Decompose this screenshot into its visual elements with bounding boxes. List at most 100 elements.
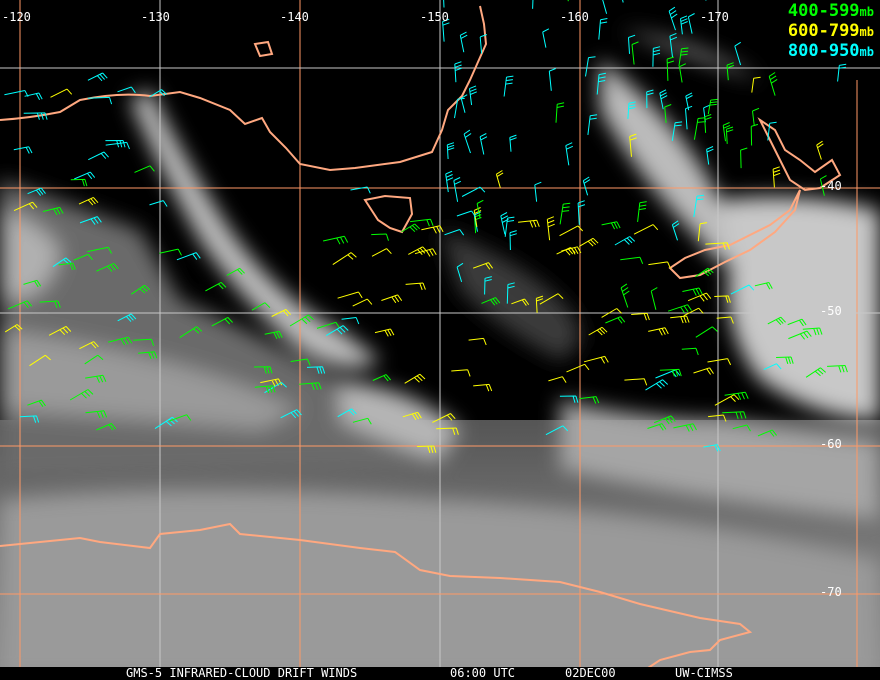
wind-barb [352, 298, 373, 307]
wind-barb [734, 41, 742, 66]
wind-barb [463, 129, 472, 154]
wind-barb [417, 445, 437, 454]
wind-barb [402, 411, 422, 421]
wind-barb [687, 13, 695, 34]
wind-barb [404, 373, 426, 384]
wind-barb [131, 284, 151, 295]
wind-barb [605, 316, 626, 324]
wind-barb [96, 262, 119, 272]
wind-barb [647, 423, 667, 431]
wind-barb [546, 216, 555, 241]
wind-barb [479, 133, 488, 155]
lon-label: -160 [560, 10, 589, 24]
wind-barb [622, 0, 624, 3]
wind-barb [341, 317, 360, 325]
wind-barb [29, 354, 51, 367]
wind-barb [289, 314, 314, 327]
wind-barb [405, 282, 426, 291]
wind-barb [631, 312, 650, 321]
wind-barb [582, 176, 591, 196]
wind-barb [87, 96, 113, 105]
wind-barb [587, 114, 598, 135]
wind-barb [548, 376, 567, 383]
wind-barb [337, 291, 363, 299]
wind-barb [316, 321, 341, 329]
wind-barb [169, 414, 192, 422]
wind-barb [251, 302, 271, 311]
wind-barb [479, 34, 487, 54]
wind-barb [724, 391, 749, 400]
wind-barb [371, 233, 389, 241]
wind-barb [19, 415, 40, 423]
wind-barb [117, 86, 136, 94]
wind-barb [442, 18, 450, 42]
wind-barb [714, 295, 731, 303]
wind-barb [87, 72, 108, 82]
wind-barb [598, 18, 608, 40]
wind-barb [436, 427, 459, 435]
wind-barb [254, 366, 273, 374]
caption-bar: GMS-5 INFRARED-CLOUD DRIFT WINDS 06:00 U… [0, 667, 880, 680]
wind-barb [27, 399, 46, 407]
wind-barb [585, 56, 596, 77]
wind-barb [763, 363, 782, 371]
wind-barb [176, 252, 201, 261]
wind-barb [96, 423, 117, 431]
australia-coastline [0, 5, 488, 172]
wind-barb [133, 338, 155, 347]
wind-barb [446, 142, 455, 160]
wind-barb [648, 327, 669, 336]
wind-barb [802, 327, 823, 336]
wind-barb [545, 425, 569, 436]
wind-barb [577, 200, 586, 225]
wind-barb [722, 411, 747, 419]
wind-barb [24, 92, 43, 101]
antarctica-coastline [0, 522, 753, 669]
wind-barb [443, 0, 445, 8]
wind-barb [451, 369, 471, 377]
wind-barb [648, 261, 671, 269]
wind-barb [85, 410, 108, 419]
wind-barb [561, 246, 582, 255]
wind-barb [667, 304, 692, 314]
wind-barb [473, 207, 482, 227]
wind-barb [602, 0, 608, 14]
lat-label: -50 [820, 304, 842, 318]
wind-barb [4, 324, 23, 333]
wind-barb [772, 166, 781, 188]
wind-barb [670, 315, 690, 324]
wind-barb [299, 382, 322, 390]
wind-barb [837, 63, 847, 82]
wind-barb [631, 41, 639, 65]
wind-barb [149, 89, 168, 98]
wind-barb [629, 133, 637, 157]
wind-barb [271, 308, 291, 317]
lon-label: -170 [700, 10, 729, 24]
wind-barb [87, 246, 112, 254]
wind-barb [159, 248, 182, 256]
wind-barb [559, 395, 579, 403]
wind-barb [693, 117, 706, 140]
wind-barb [652, 46, 661, 67]
wind-barb [588, 326, 608, 336]
wind-barb [645, 379, 669, 391]
wind-barb [509, 134, 517, 152]
wind-barb [350, 186, 371, 194]
wind-barb [374, 328, 395, 337]
wind-barb [659, 89, 668, 110]
wind-barb [707, 358, 732, 366]
wind-barb [58, 262, 76, 271]
wind-barb [469, 85, 477, 106]
wind-barb [559, 202, 571, 225]
wind-barb [74, 171, 96, 180]
wind-barb [668, 6, 678, 31]
wind-barb [454, 61, 462, 83]
wind-barb [108, 336, 133, 346]
wind-barb [819, 175, 827, 196]
wind-barb [705, 242, 730, 250]
wind-barb [13, 146, 33, 154]
wind-barb [697, 222, 708, 242]
wind-barb [556, 247, 576, 256]
wind-barb [69, 389, 94, 401]
wind-barb [578, 237, 599, 247]
